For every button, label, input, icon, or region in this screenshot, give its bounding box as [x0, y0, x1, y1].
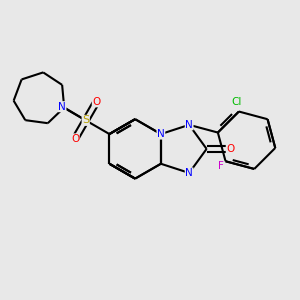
Text: Cl: Cl [231, 97, 242, 107]
Text: N: N [185, 168, 193, 178]
Text: O: O [71, 134, 79, 144]
Text: F: F [218, 161, 224, 171]
Text: N: N [185, 120, 193, 130]
Text: N: N [157, 129, 165, 139]
Text: N: N [58, 102, 66, 112]
Text: O: O [92, 97, 101, 107]
Text: S: S [82, 116, 89, 125]
Text: O: O [226, 144, 235, 154]
